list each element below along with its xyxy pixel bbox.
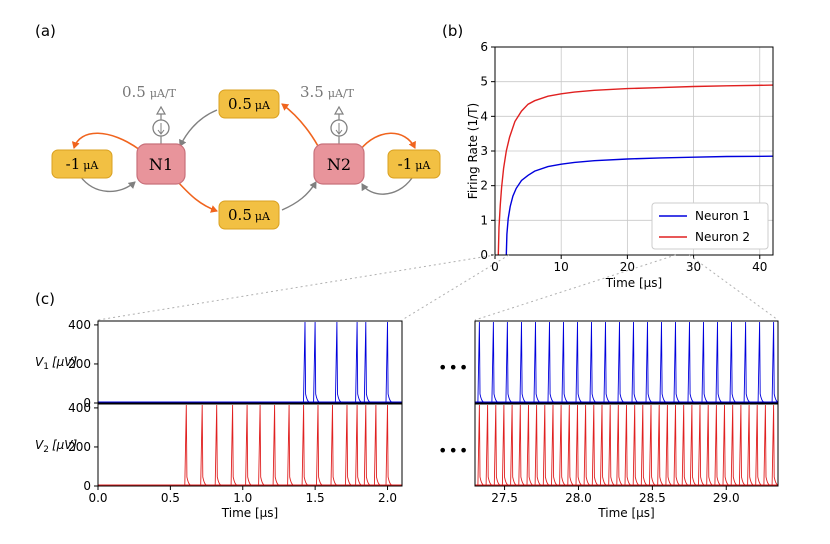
legend-label-neuron1: Neuron 1	[695, 209, 750, 223]
x-axis-label: Time [μs]	[221, 506, 278, 520]
x-tick-label: 29.0	[713, 491, 740, 505]
ellipsis-bottom: •••	[438, 441, 469, 460]
arrow-self2-to-n2	[361, 177, 413, 195]
trace-frame-2	[474, 403, 779, 487]
y-axis-label: Firing Rate (1/T)	[466, 103, 480, 199]
connector-right-b	[688, 254, 779, 321]
panel-label-c: (c)	[35, 290, 55, 308]
svg-text:0.5μA: 0.5 μA	[228, 206, 271, 224]
panel-label-b: (b)	[442, 22, 463, 40]
ellipsis-top: •••	[438, 358, 469, 377]
spike-train-2	[184, 404, 392, 486]
x-axis-label: Time [μs]	[605, 276, 662, 290]
spike-train-1	[303, 321, 392, 403]
x-tick-label: 2.0	[378, 491, 397, 505]
network-diagram: 0.5 μA/T 3.5 μA/T -1 μA 0.5 μA 0.5 μA -1 μA N1…	[51, 83, 441, 230]
svg-text:N1: N1	[149, 155, 173, 174]
input-source-n2	[330, 105, 348, 144]
spike-train-1	[477, 321, 778, 403]
x-tick-label: 0.5	[161, 491, 180, 505]
y-tick-label: 400	[68, 401, 91, 415]
voltage-traces-late: 27.5 28.0 28.5 29.0 Time [μs]	[474, 320, 779, 520]
synapse-bottom: 0.5 μA	[218, 200, 280, 230]
trace-frame-1	[474, 320, 779, 404]
svg-text:N2: N2	[327, 155, 351, 174]
neuron-n1: N1	[136, 143, 186, 185]
input-label-n2: 3.5 μA/T	[300, 83, 355, 101]
x-tick-label: 0	[491, 260, 499, 274]
y-tick-label: 200	[68, 440, 91, 454]
arrow-n2-to-top	[281, 103, 319, 147]
x-axis-label: Time [μs]	[597, 506, 654, 520]
y-tick-label: 4	[480, 109, 488, 123]
svg-text:-1μA: -1 μA	[66, 155, 100, 173]
series-line-1	[505, 155, 774, 256]
zoom-connectors	[97, 254, 779, 321]
y-tick-label: 3	[480, 144, 488, 158]
neuron-n2: N2	[313, 143, 365, 185]
connector-right-a	[474, 254, 676, 321]
arrow-bottom-to-n2	[281, 181, 317, 211]
x-tick-label: 40	[752, 260, 767, 274]
arrow-n2-to-self2	[359, 132, 416, 151]
svg-text:-1μA: -1 μA	[398, 155, 432, 173]
x-tick-label: 30	[686, 260, 701, 274]
synapse-self-n2: -1 μA	[387, 149, 441, 179]
x-tick-label: 1.5	[306, 491, 325, 505]
y-axis-label-1: V1 [μV]	[35, 355, 77, 372]
synapse-top: 0.5 μA	[218, 89, 280, 119]
spike-train-2	[477, 404, 778, 486]
y-tick-label: 0	[83, 396, 91, 410]
y-tick-label: 5	[480, 75, 488, 89]
x-tick-label: 20	[620, 260, 635, 274]
x-tick-label: 1.0	[233, 491, 252, 505]
connector-left-a	[97, 254, 496, 321]
legend-label-neuron2: Neuron 2	[695, 230, 750, 244]
trace-frame-2	[97, 403, 403, 487]
legend: Neuron 1 Neuron 2	[651, 202, 769, 250]
x-tick-label: 0.0	[88, 491, 107, 505]
firing-rate-chart: 0 10 20 30 40 0 1 2 3 4 5 6 Time [μs] Firing Rate (1/…	[466, 40, 774, 290]
y-axis-label-2: V2 [μV]	[35, 438, 77, 455]
y-tick-label: 2	[480, 179, 488, 193]
connector-left-b	[401, 254, 510, 321]
input-source-n1	[152, 105, 170, 144]
arrow-n1-to-self1	[71, 132, 141, 151]
series-line-2	[497, 84, 774, 256]
arrow-n1-to-bottom	[177, 181, 218, 213]
y-tick-label: 1	[480, 213, 488, 227]
trace-frame-1	[97, 320, 403, 404]
y-tick-label: 0	[83, 479, 91, 493]
svg-text:0.5μA: 0.5 μA	[228, 95, 271, 113]
arrow-top-to-n1	[179, 109, 218, 147]
x-tick-label: 10	[554, 260, 569, 274]
y-tick-label: 0	[480, 248, 488, 262]
input-label-n1: 0.5 μA/T	[122, 83, 177, 101]
x-tick-label: 28.0	[565, 491, 592, 505]
arrow-self1-to-n1	[79, 175, 136, 193]
x-tick-label: 28.5	[639, 491, 666, 505]
synapse-self-n1: -1 μA	[51, 149, 113, 179]
y-tick-label: 6	[480, 40, 488, 54]
y-tick-label: 400	[68, 318, 91, 332]
x-tick-label: 27.5	[491, 491, 518, 505]
y-tick-label: 200	[68, 357, 91, 371]
panel-label-a: (a)	[35, 22, 56, 40]
voltage-traces-early: 0 200 400 V1 [μV] 0 200 400 V2 [μV] 0.0 0.5 1.0 1.5 2.…	[35, 318, 403, 520]
